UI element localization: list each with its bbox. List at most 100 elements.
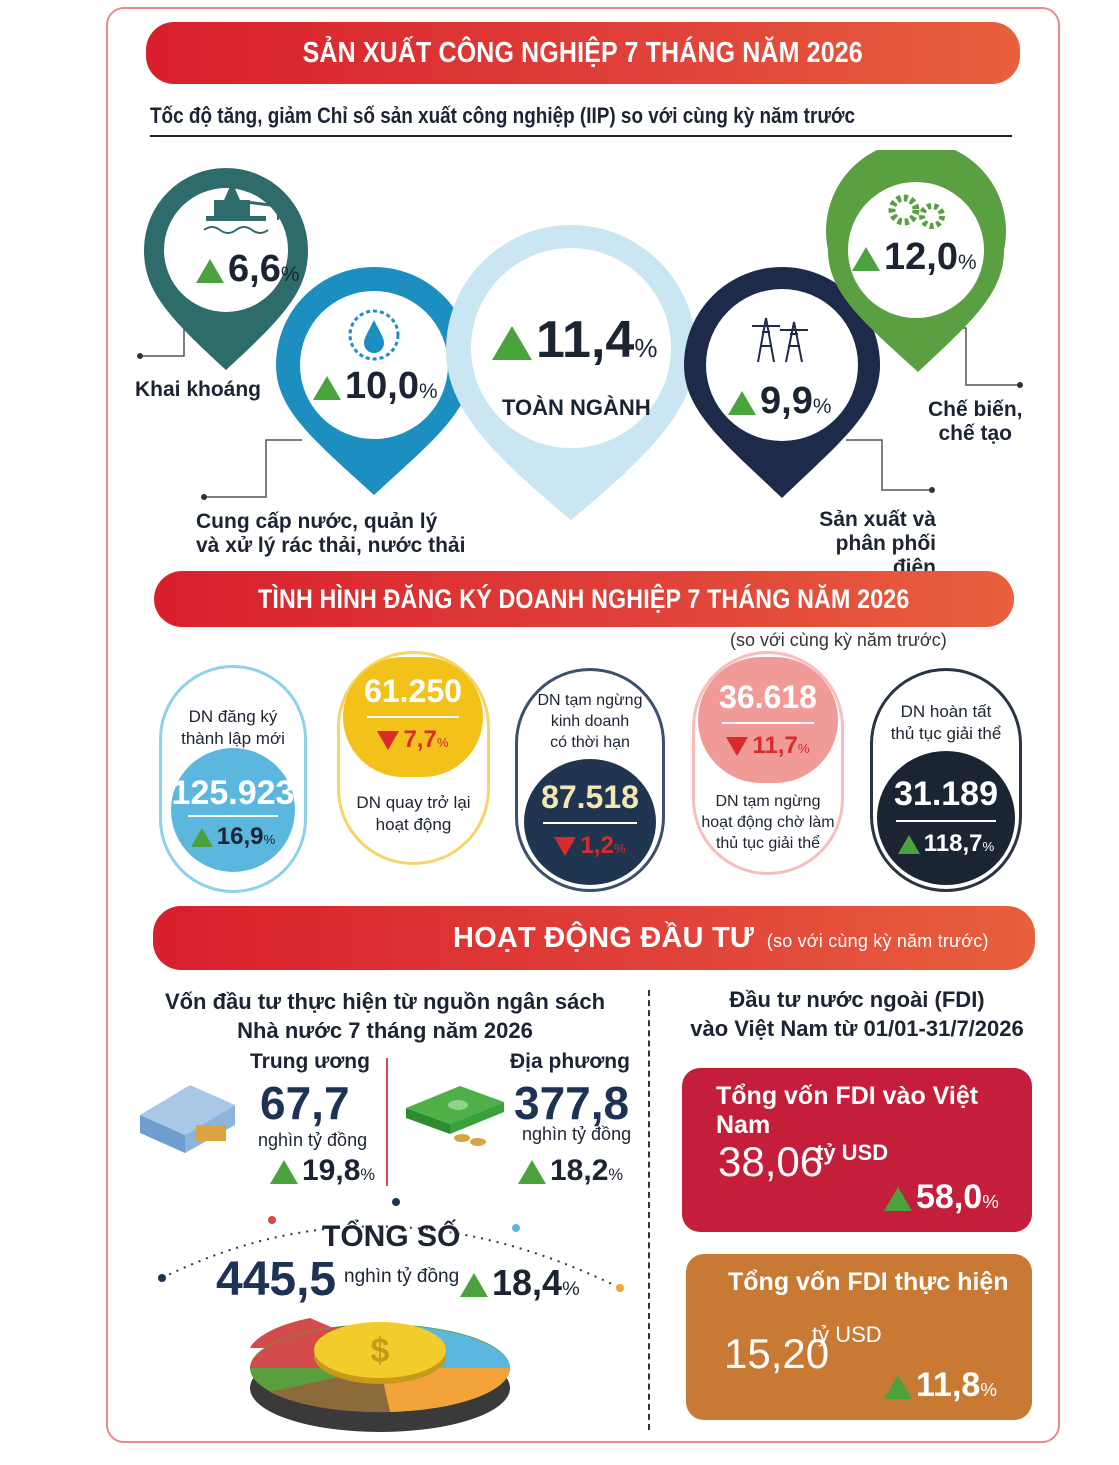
card-pending-line1: DN tạm ngừng [715,793,821,810]
fdi-total-change-number: 58,0 [916,1178,983,1216]
power-value-number: 9,9 [760,380,813,422]
water-label: Cung cấp nước, quản lý và xử lý rác thải… [196,510,465,558]
fdi-title: Đầu tư nước ngoài (FDI) vào Việt Nam từ … [672,986,1042,1043]
mining-label: Khai khoáng [135,378,262,401]
card-pending-change: 11,7 [752,732,798,759]
power-label: Sản xuất và phân phối điện [796,508,936,580]
card-returning-circle: 61.250 7,7% [343,657,483,777]
card-new-unit: % [263,832,276,847]
local-change: 18,2% [518,1154,623,1188]
manu-label: Chế biến, chế tạo [928,398,1023,446]
power-label-line1: Sản xuất và [819,508,936,531]
investment-banner: HOẠT ĐỘNG ĐẦU TƯ (so với cùng kỳ năm trư… [153,906,1035,970]
registration-banner: TÌNH HÌNH ĐĂNG KÝ DOANH NGHIỆP 7 THÁNG N… [154,571,1014,627]
water-label-line1: Cung cấp nước, quản lý [196,510,438,533]
investment-note: (so với cùng kỳ năm trước) [766,931,989,951]
money-icon [406,1086,504,1146]
registration-note: (so với cùng kỳ năm trước) [730,630,947,650]
fdi-total-card: Tổng vốn FDI vào Việt Nam 38,06 tỷ USD 5… [682,1068,1032,1232]
mining-value: 6,6% [196,248,299,291]
manu-label-line1: Chế biến, [928,398,1023,421]
power-unit: % [812,395,832,418]
power-tower-icon [752,317,808,363]
budget-title-line2: Nhà nước 7 tháng năm 2026 [237,1017,533,1043]
card-returning: 61.250 7,7% DN quay trở lại hoạt động [337,651,490,865]
budget-divider [386,1058,388,1186]
card-dissolved-text: DN hoàn tất thủ tục giải thể [873,701,1019,745]
connector-power [846,439,932,491]
card-suspended-unit: % [613,841,626,856]
card-pending-text: DN tạm ngừng hoạt động chờ làm thủ tục g… [695,792,841,854]
card-pending-value: 36.618 [719,679,817,715]
gears-icon [888,194,945,229]
card-returning-change: 7,7 [403,726,437,753]
local-change-number: 18,2 [550,1154,609,1187]
card-dissolved-value: 31.189 [894,775,998,813]
card-suspended-circle: 87.518 1,2% [524,759,656,885]
card-returning-text: DN quay trở lại hoạt động [340,792,487,836]
central-change: 19,8% [270,1154,375,1188]
water-value: 10,0% [313,365,438,408]
fdi-total-pct: % [982,1191,999,1212]
card-dissolved-line1: DN hoàn tất [900,702,992,721]
total-sum-change: 18,4% [460,1262,580,1304]
industry-banner: SẢN XUẤT CÔNG NGHIỆP 7 THÁNG NĂM 2026 [146,22,1020,84]
local-pct: % [608,1166,624,1184]
mining-value-number: 6,6 [228,248,281,290]
card-pending-unit: % [797,741,810,756]
total-sum-change-number: 18,4 [492,1262,563,1303]
fdi-realized-change-number: 11,8 [916,1366,981,1404]
registration-title: TÌNH HÌNH ĐĂNG KÝ DOANH NGHIỆP 7 THÁNG N… [258,584,910,614]
total-unit: % [634,333,658,363]
card-dissolved-circle: 31.189 118,7% [877,751,1015,885]
power-value: 9,9% [728,380,831,423]
card-pending-line3: thủ tục giải thể [715,834,821,852]
card-suspended-value: 87.518 [541,779,639,815]
local-value: 377,8 [514,1077,630,1129]
total-label-text: TỔNG SỐ [322,1220,461,1253]
card-pending: 36.618 11,7% DN tạm ngừng hoạt động chờ … [692,651,844,875]
card-dissolved-line2: thủ tục giải thể [890,724,1002,744]
local-label: Địa phương [510,1050,630,1073]
industry-title: SẢN XUẤT CÔNG NGHIỆP 7 THÁNG NĂM 2026 [302,37,864,69]
fdi-realized-change: 11,8% [884,1366,997,1405]
water-label-line2: và xử lý rác thải, nước thải [196,534,466,558]
central-value: 67,7 [260,1077,350,1129]
pin-manufacturing [826,150,1006,372]
card-suspended-line1: DN tạm ngừng [537,692,643,709]
fdi-realized-unit: tỷ USD [812,1322,882,1347]
industry-subtitle-text: Tốc độ tăng, giảm Chỉ số sản xuất công n… [150,103,855,128]
fdi-realized-label: Tổng vốn FDI thực hiện [728,1268,1009,1296]
central-unit: nghìn tỷ đồng [258,1130,368,1150]
card-new-line1: DN đăng ký [188,707,278,726]
pin-power [684,267,880,498]
fdi-realized-card: Tổng vốn FDI thực hiện 15,20 tỷ USD 11,8… [686,1254,1032,1420]
card-new-circle: 125.923 16,9% [171,748,295,872]
fdi-total-change: 58,0% [884,1178,999,1217]
water-value-number: 10,0 [345,365,419,407]
card-new-change: 16,9 [216,823,264,850]
industry-subtitle: Tốc độ tăng, giảm Chỉ số sản xuất công n… [150,103,1012,137]
central-change-number: 19,8 [302,1154,361,1187]
industry-pins [137,150,1023,520]
card-suspended-line2: kinh doanh [550,712,630,730]
central-label: Trung ương [250,1050,370,1073]
card-pending-line2: hoạt động chờ làm [701,813,835,831]
card-returning-value: 61.250 [364,673,462,709]
bank-icon [140,1085,235,1153]
total-sum-value: 445,5 [216,1253,337,1306]
card-new-value: 125.923 [171,774,295,812]
card-dissolved-unit: % [982,839,995,854]
fdi-title-line2: vào Việt Nam từ 01/01-31/7/2026 [690,1015,1024,1041]
pin-total [446,225,696,520]
water-drop-icon [348,309,400,361]
manu-value-number: 12,0 [884,236,958,278]
svg-text:$: $ [371,1332,390,1370]
oil-rig-icon [203,182,279,234]
card-new: DN đăng ký thành lập mới 125.923 16,9% [159,665,307,893]
card-returning-unit: % [436,735,449,750]
manu-value: 12,0% [852,236,977,279]
fdi-total-unit: tỷ USD [816,1140,889,1165]
budget-title-line1: Vốn đầu tư thực hiện từ nguồn ngân sách [164,989,606,1014]
pin-water [276,266,472,495]
